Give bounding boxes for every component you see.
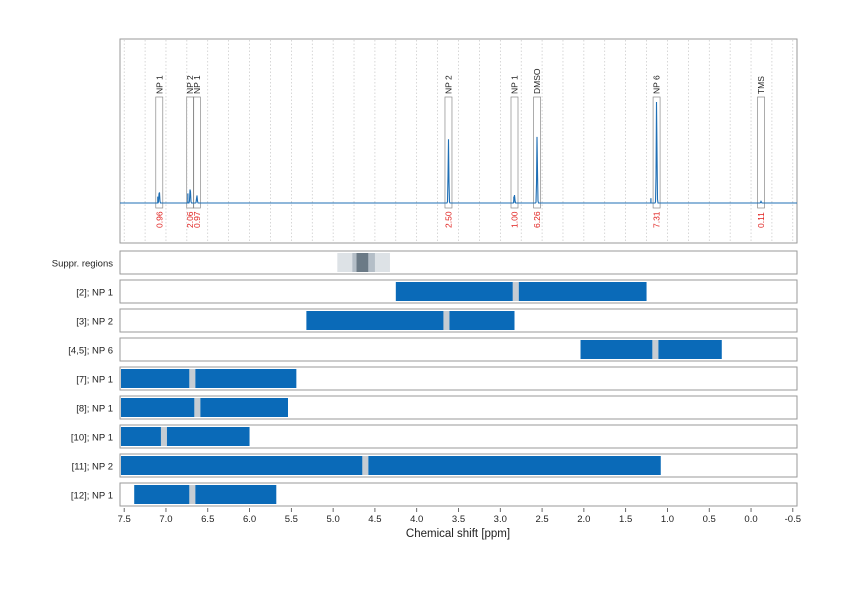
- integral-label: 1.00: [509, 211, 519, 228]
- peak-label: NP 2: [443, 75, 453, 94]
- x-tick-label: 3.5: [452, 514, 465, 525]
- region-bar: [121, 456, 363, 475]
- peak-box: [533, 96, 541, 209]
- region-gap: [189, 485, 196, 504]
- region-bar: [518, 282, 647, 301]
- peak-box: [757, 96, 765, 209]
- region-bar: [368, 456, 661, 475]
- region-bar: [134, 485, 190, 504]
- integral-labels: 0.96 2.060.97 2.50 1.00 6.26 7.31 0.11: [154, 211, 766, 228]
- region-bar: [166, 427, 250, 446]
- integral-label: 6.26: [532, 211, 542, 228]
- region-gap: [194, 398, 201, 417]
- peak-label: TMS: [756, 76, 766, 94]
- peak-label: NP 6: [652, 75, 662, 94]
- region-gap: [443, 311, 450, 330]
- peak-box: [193, 96, 201, 209]
- region-bar: [195, 485, 277, 504]
- spectrum-frame: [119, 38, 798, 244]
- integral-label: 0.11: [756, 212, 766, 228]
- row-label: [12]; NP 1: [71, 491, 113, 502]
- integral-label: 0.96: [154, 211, 164, 228]
- spectrum-trace: [120, 101, 797, 204]
- peak-label: NP 1: [154, 75, 164, 94]
- x-tick-label: 0.5: [703, 514, 716, 525]
- region-rows: Suppr. regions [2]; NP 1 [3]; NP 2 [4,5]; N…: [52, 250, 798, 507]
- region-row: [11]; NP 2: [72, 453, 798, 478]
- spectrum-line: [120, 101, 797, 204]
- region-row: [2]; NP 1: [76, 279, 798, 304]
- row-frame: [119, 395, 798, 420]
- row-label: [3]; NP 2: [76, 317, 113, 328]
- x-tick-label: -0.5: [785, 514, 801, 525]
- x-axis-label: Chemical shift [ppm]: [406, 528, 510, 540]
- region-bar: [121, 427, 161, 446]
- peak-box: [155, 96, 164, 209]
- x-tick-label: 6.0: [243, 514, 256, 525]
- x-tick-label: 2.5: [535, 514, 548, 525]
- region-bar: [195, 369, 297, 388]
- row-label: [7]; NP 1: [76, 375, 113, 386]
- x-tick-label: 0.0: [744, 514, 757, 525]
- integral-label: 2.06: [185, 211, 195, 228]
- peak-boxes: [155, 96, 765, 209]
- region-bar: [200, 398, 288, 417]
- integral-label: 0.97: [192, 211, 202, 228]
- peak-label: DMSO: [532, 68, 542, 94]
- region-row: [4,5]; NP 6: [68, 337, 798, 362]
- region-bar: [449, 311, 515, 330]
- region-row: [10]; NP 1: [71, 424, 798, 449]
- row-label: [11]; NP 2: [72, 462, 113, 473]
- x-tick-label: 7.0: [159, 514, 172, 525]
- x-tick-label: 5.0: [327, 514, 340, 525]
- x-tick-label: 6.5: [201, 514, 214, 525]
- region-gap: [189, 369, 196, 388]
- region-row: [3]; NP 2: [76, 308, 798, 333]
- row-label: [10]; NP 1: [71, 433, 113, 444]
- peak-label: NP 1: [509, 75, 519, 94]
- x-tick-label: 4.5: [368, 514, 381, 525]
- region-row: [12]; NP 1: [71, 482, 798, 507]
- x-tick-label: 7.5: [118, 514, 131, 525]
- region-bar: [658, 340, 722, 359]
- x-tick-label: 5.5: [285, 514, 298, 525]
- row-frame: [119, 482, 798, 507]
- spectrum-grid: [123, 40, 794, 242]
- suppression-band: [356, 253, 369, 272]
- region-gap: [512, 282, 519, 301]
- region-bar: [121, 398, 195, 417]
- row-label: [2]; NP 1: [76, 288, 113, 299]
- peak-box: [510, 96, 519, 209]
- x-tick-label: 4.0: [410, 514, 423, 525]
- row-label: [4,5]; NP 6: [68, 346, 113, 357]
- x-tick-label: 1.0: [661, 514, 674, 525]
- row-label: [8]; NP 1: [76, 404, 113, 415]
- peak-box: [652, 96, 661, 209]
- region-bar: [395, 282, 513, 301]
- x-tick-label: 3.0: [494, 514, 507, 525]
- region-gap: [160, 427, 167, 446]
- region-bar: [306, 311, 444, 330]
- x-axis: 7.5 7.0 6.5 6.0 5.5 5.0 4.5 4.0 3.5 3.0 2.5 2.0 1.5 1…: [118, 508, 801, 525]
- region-bar: [121, 369, 190, 388]
- region-row: Suppr. regions: [52, 250, 798, 275]
- row-frame: [119, 250, 798, 275]
- region-row: [7]; NP 1: [76, 366, 798, 391]
- row-label: Suppr. regions: [52, 259, 114, 270]
- row-frame: [119, 424, 798, 449]
- peak-labels: NP 1 NP 2NP 1 NP 2 NP 1 DMSO NP 6 TMS: [154, 68, 766, 94]
- integral-label: 2.50: [443, 211, 453, 228]
- spectrum-panel: NP 1 NP 2NP 1 NP 2 NP 1 DMSO NP 6 TMS 0.96 2.06…: [119, 38, 798, 244]
- region-gap: [362, 456, 369, 475]
- x-tick-label: 2.0: [577, 514, 590, 525]
- region-row: [8]; NP 1: [76, 395, 798, 420]
- region-gap: [652, 340, 659, 359]
- x-tick-label: 1.5: [619, 514, 632, 525]
- integral-label: 7.31: [652, 211, 662, 228]
- region-bar: [580, 340, 653, 359]
- peak-box: [444, 96, 453, 209]
- peak-label: NP 2: [185, 75, 195, 94]
- peak-label: NP 1: [192, 75, 202, 94]
